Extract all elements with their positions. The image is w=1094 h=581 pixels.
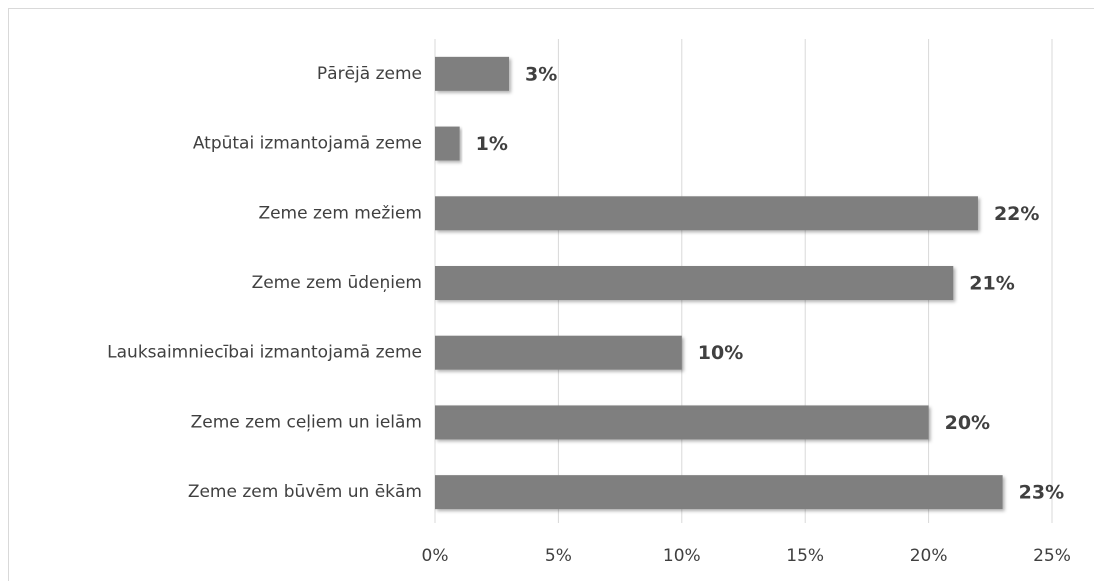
x-tick-label: 0% <box>422 546 449 566</box>
bar <box>435 196 978 231</box>
y-tick-label: Zeme zem būvēm un ēkām <box>188 482 422 502</box>
bar <box>435 126 460 161</box>
value-label: 10% <box>698 342 743 364</box>
y-tick-label: Lauksaimniecībai izmantojamā zeme <box>107 343 422 363</box>
x-tick-label: 20% <box>910 546 948 566</box>
x-tick-label: 25% <box>1033 546 1071 566</box>
value-label: 21% <box>969 273 1014 295</box>
bar <box>435 266 954 300</box>
value-label: 3% <box>525 63 557 85</box>
bar <box>435 56 510 91</box>
value-label: 23% <box>1019 482 1064 504</box>
y-tick-label: Pārējā zeme <box>317 64 422 84</box>
y-tick-label: Zeme zem mežiem <box>258 203 422 223</box>
value-label: 20% <box>945 412 990 434</box>
y-tick-label: Zeme zem ceļiem un ielām <box>191 412 422 432</box>
y-tick-label: Zeme zem ūdeņiem <box>252 273 422 293</box>
value-label: 22% <box>994 203 1039 225</box>
bar <box>435 335 682 370</box>
x-tick-label: 10% <box>663 546 701 566</box>
chart-border <box>8 8 1094 581</box>
bar <box>435 475 1003 510</box>
value-label: 1% <box>476 133 508 155</box>
x-tick-label: 5% <box>545 546 572 566</box>
y-tick-label: Atpūtai izmantojamā zeme <box>193 134 422 154</box>
bar <box>435 405 929 440</box>
x-tick-label: 15% <box>786 546 824 566</box>
